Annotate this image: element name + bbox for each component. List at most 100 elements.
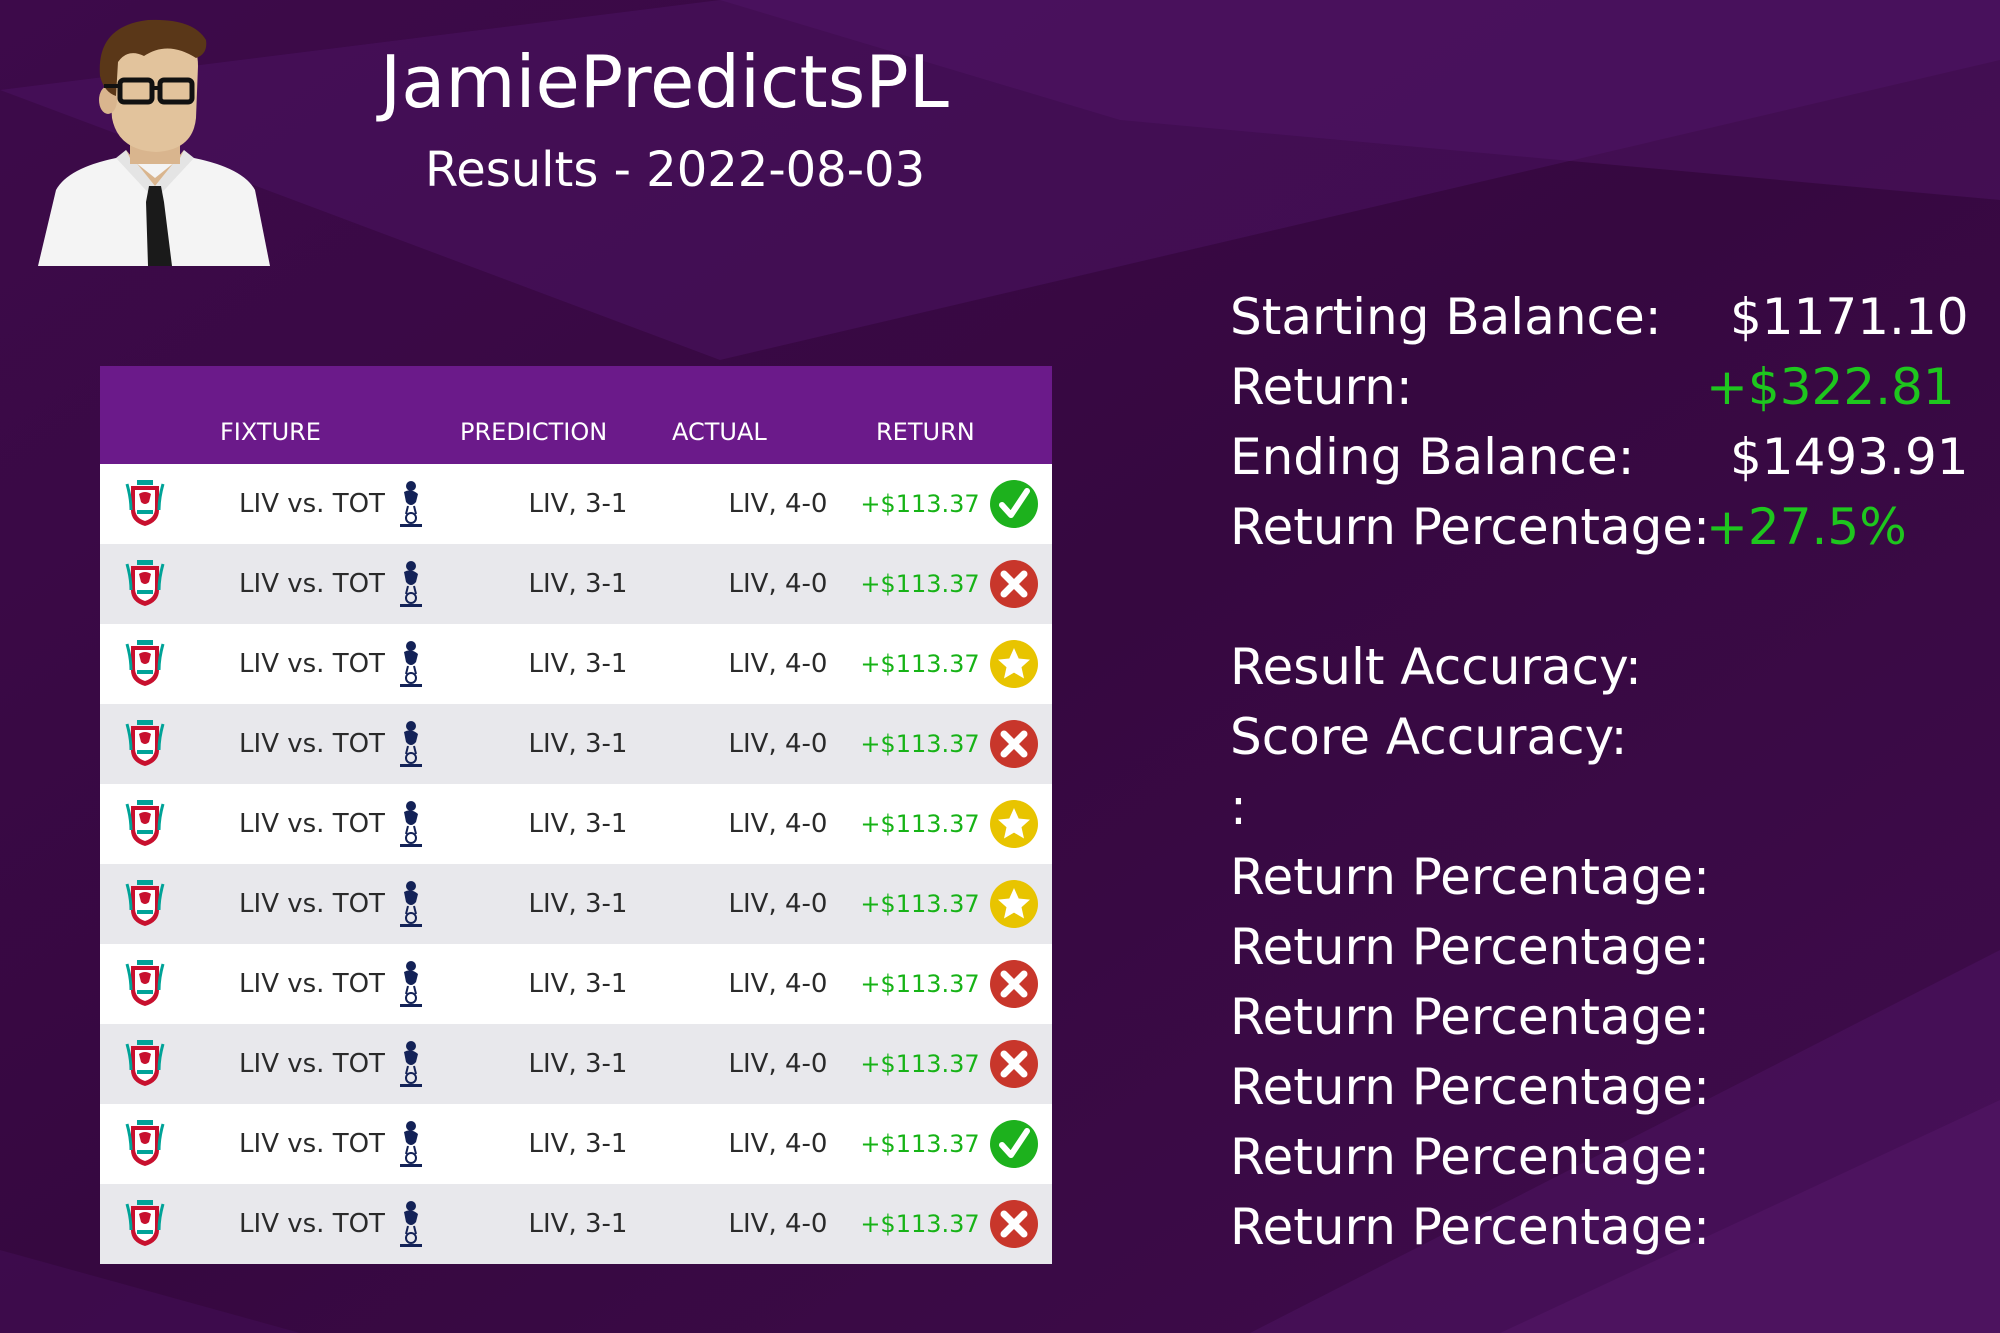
actual-cell: LIV, 4-0 — [728, 1129, 828, 1159]
actual-cell: LIV, 4-0 — [728, 569, 828, 599]
table-row: LIV vs. TOT LIV, 3-1 LIV, 4-0 +$113.37 — [100, 1184, 1052, 1264]
ending-balance-value: $1493.91 — [1730, 428, 1969, 486]
liverpool-crest-icon — [120, 784, 170, 864]
table-row: LIV vs. TOT LIV, 3-1 LIV, 4-0 +$113.37 — [100, 1104, 1052, 1184]
prediction-cell: LIV, 3-1 — [528, 1129, 628, 1159]
fixture-cell: LIV vs. TOT — [239, 809, 385, 839]
extra-stat-label: Return Percentage: — [1230, 1128, 1710, 1186]
return-cell: +$113.37 — [860, 490, 980, 518]
result-accuracy-label: Result Accuracy: — [1230, 638, 1642, 696]
return-value: +$322.81 — [1706, 358, 1955, 416]
extra-stat-label: Return Percentage: — [1230, 988, 1710, 1046]
actual-cell: LIV, 4-0 — [728, 1049, 828, 1079]
fixture-cell: LIV vs. TOT — [239, 1049, 385, 1079]
tottenham-crest-icon — [386, 944, 436, 1024]
cross-icon — [988, 704, 1040, 784]
extra-stat-label: Return Percentage: — [1230, 1198, 1710, 1256]
table-row: LIV vs. TOT LIV, 3-1 LIV, 4-0 +$113.37 — [100, 544, 1052, 624]
table-row: LIV vs. TOT LIV, 3-1 LIV, 4-0 +$113.37 — [100, 704, 1052, 784]
return-cell: +$113.37 — [860, 730, 980, 758]
table-row: LIV vs. TOT LIV, 3-1 LIV, 4-0 +$113.37 — [100, 864, 1052, 944]
tottenham-crest-icon — [386, 1024, 436, 1104]
colon-label: : — [1230, 778, 1247, 836]
cross-icon — [988, 544, 1040, 624]
page-title: JamiePredictsPL — [380, 40, 949, 124]
prediction-cell: LIV, 3-1 — [528, 569, 628, 599]
score-accuracy-label: Score Accuracy: — [1230, 708, 1628, 766]
actual-cell: LIV, 4-0 — [728, 489, 828, 519]
extra-stat-label: Return Percentage: — [1230, 918, 1710, 976]
table-row: LIV vs. TOT LIV, 3-1 LIV, 4-0 +$113.37 — [100, 1024, 1052, 1104]
liverpool-crest-icon — [120, 624, 170, 704]
liverpool-crest-icon — [120, 704, 170, 784]
actual-cell: LIV, 4-0 — [728, 1209, 828, 1239]
column-header-actual: ACTUAL — [672, 418, 767, 446]
tottenham-crest-icon — [386, 704, 436, 784]
actual-cell: LIV, 4-0 — [728, 969, 828, 999]
return-cell: +$113.37 — [860, 810, 980, 838]
fixture-cell: LIV vs. TOT — [239, 889, 385, 919]
tottenham-crest-icon — [386, 544, 436, 624]
fixture-cell: LIV vs. TOT — [239, 1129, 385, 1159]
tottenham-crest-icon — [386, 464, 436, 544]
page-subtitle: Results - 2022-08-03 — [425, 142, 926, 198]
actual-cell: LIV, 4-0 — [728, 889, 828, 919]
fixture-cell: LIV vs. TOT — [239, 969, 385, 999]
cross-icon — [988, 1024, 1040, 1104]
extra-stat-label: Return Percentage: — [1230, 848, 1710, 906]
table-body: LIV vs. TOT LIV, 3-1 LIV, 4-0 +$113.37 LIV v… — [100, 464, 1052, 1264]
liverpool-crest-icon — [120, 1104, 170, 1184]
prediction-cell: LIV, 3-1 — [528, 489, 628, 519]
check-icon — [988, 464, 1040, 544]
tottenham-crest-icon — [386, 784, 436, 864]
return-percentage-value: +27.5% — [1706, 498, 1907, 556]
prediction-cell: LIV, 3-1 — [528, 969, 628, 999]
return-cell: +$113.37 — [860, 1210, 980, 1238]
liverpool-crest-icon — [120, 944, 170, 1024]
prediction-cell: LIV, 3-1 — [528, 1049, 628, 1079]
table-row: LIV vs. TOT LIV, 3-1 LIV, 4-0 +$113.37 — [100, 624, 1052, 704]
prediction-cell: LIV, 3-1 — [528, 889, 628, 919]
ending-balance-label: Ending Balance: — [1230, 428, 1635, 486]
liverpool-crest-icon — [120, 1024, 170, 1104]
prediction-cell: LIV, 3-1 — [528, 649, 628, 679]
return-cell: +$113.37 — [860, 890, 980, 918]
prediction-cell: LIV, 3-1 — [528, 1209, 628, 1239]
tottenham-crest-icon — [386, 1184, 436, 1264]
avatar — [38, 18, 273, 268]
liverpool-crest-icon — [120, 1184, 170, 1264]
cross-icon — [988, 1184, 1040, 1264]
fixture-cell: LIV vs. TOT — [239, 729, 385, 759]
fixture-cell: LIV vs. TOT — [239, 569, 385, 599]
return-cell: +$113.37 — [860, 650, 980, 678]
tottenham-crest-icon — [386, 1104, 436, 1184]
fixture-cell: LIV vs. TOT — [239, 489, 385, 519]
starting-balance-value: $1171.10 — [1730, 288, 1969, 346]
return-cell: +$113.37 — [860, 1130, 980, 1158]
fixture-cell: LIV vs. TOT — [239, 1209, 385, 1239]
star-icon — [988, 864, 1040, 944]
column-header-prediction: PREDICTION — [460, 418, 608, 446]
table-header: FIXTURE PREDICTION ACTUAL RETURN — [100, 366, 1052, 464]
cross-icon — [988, 944, 1040, 1024]
return-label: Return: — [1230, 358, 1413, 416]
liverpool-crest-icon — [120, 464, 170, 544]
column-header-return: RETURN — [876, 418, 975, 446]
actual-cell: LIV, 4-0 — [728, 729, 828, 759]
table-row: LIV vs. TOT LIV, 3-1 LIV, 4-0 +$113.37 — [100, 784, 1052, 864]
check-icon — [988, 1104, 1040, 1184]
table-row: LIV vs. TOT LIV, 3-1 LIV, 4-0 +$113.37 — [100, 464, 1052, 544]
prediction-cell: LIV, 3-1 — [528, 809, 628, 839]
results-table: FIXTURE PREDICTION ACTUAL RETURN LIV vs.… — [100, 366, 1052, 1264]
star-icon — [988, 624, 1040, 704]
liverpool-crest-icon — [120, 544, 170, 624]
extra-stat-label: Return Percentage: — [1230, 1058, 1710, 1116]
return-cell: +$113.37 — [860, 970, 980, 998]
prediction-cell: LIV, 3-1 — [528, 729, 628, 759]
actual-cell: LIV, 4-0 — [728, 649, 828, 679]
fixture-cell: LIV vs. TOT — [239, 649, 385, 679]
return-cell: +$113.37 — [860, 570, 980, 598]
starting-balance-label: Starting Balance: — [1230, 288, 1662, 346]
actual-cell: LIV, 4-0 — [728, 809, 828, 839]
table-row: LIV vs. TOT LIV, 3-1 LIV, 4-0 +$113.37 — [100, 944, 1052, 1024]
